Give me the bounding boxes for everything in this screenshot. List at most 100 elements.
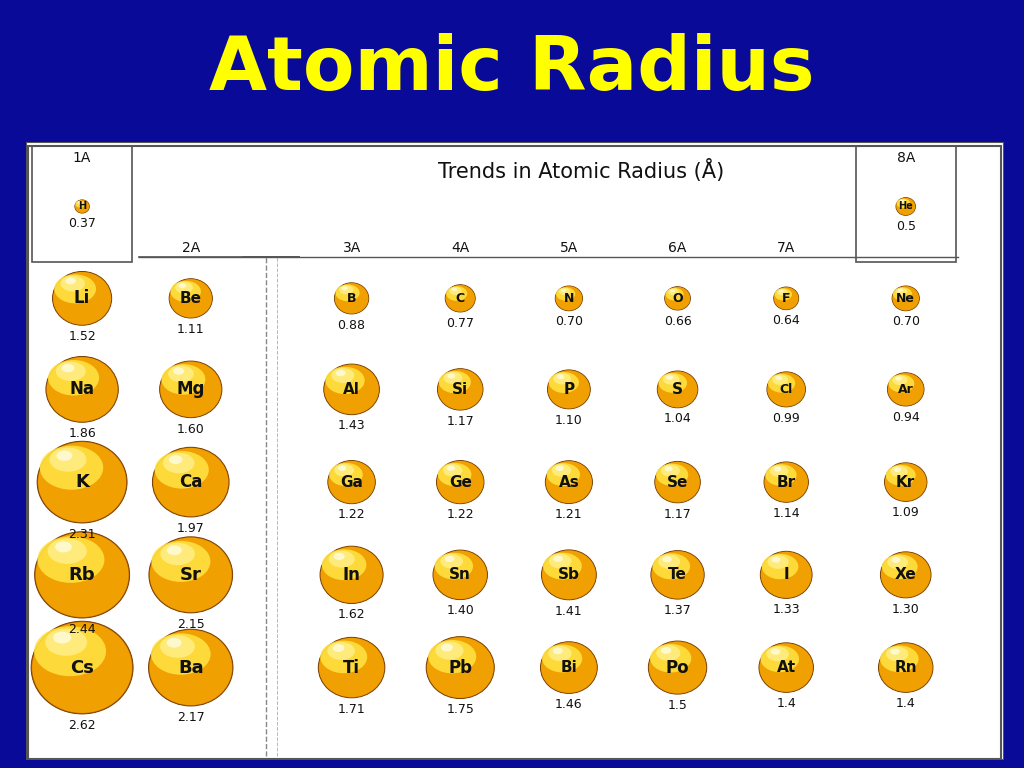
Ellipse shape [650,644,691,673]
Text: Po: Po [666,659,689,677]
Text: 1.71: 1.71 [338,703,366,716]
Text: 1.22: 1.22 [338,508,366,521]
Ellipse shape [428,640,476,674]
Ellipse shape [66,277,76,284]
Ellipse shape [335,464,354,477]
Text: Ba: Ba [178,659,204,677]
Ellipse shape [658,373,687,392]
Text: Al: Al [343,382,360,397]
Ellipse shape [881,552,931,598]
Ellipse shape [765,462,808,502]
Ellipse shape [890,648,900,654]
Text: 0.94: 0.94 [892,411,920,424]
Ellipse shape [38,442,126,522]
Text: 1.52: 1.52 [69,330,96,343]
Ellipse shape [774,288,793,300]
Ellipse shape [773,466,781,472]
Ellipse shape [150,630,232,705]
Text: 3A: 3A [342,241,360,255]
Ellipse shape [656,464,688,486]
Ellipse shape [336,284,359,301]
Ellipse shape [666,288,684,300]
Text: Sb: Sb [558,568,580,582]
Ellipse shape [662,465,680,477]
Ellipse shape [767,372,805,406]
Text: 0.88: 0.88 [338,319,366,332]
Ellipse shape [759,643,813,692]
Text: 1.86: 1.86 [69,427,96,440]
Ellipse shape [893,287,912,300]
Ellipse shape [886,647,908,661]
Text: 1.33: 1.33 [772,603,800,616]
Text: 0.99: 0.99 [772,412,800,425]
Ellipse shape [888,372,924,406]
Ellipse shape [761,645,799,672]
Text: Se: Se [667,475,688,490]
Ellipse shape [443,464,463,477]
Text: 1.04: 1.04 [664,412,691,425]
Ellipse shape [665,286,690,310]
Ellipse shape [561,289,566,292]
Ellipse shape [885,463,927,501]
Text: 1A: 1A [73,151,91,164]
Ellipse shape [52,271,112,325]
Ellipse shape [163,453,195,473]
Ellipse shape [896,197,915,215]
Text: 2.17: 2.17 [177,711,205,724]
Ellipse shape [900,200,903,202]
Ellipse shape [556,286,583,310]
Bar [856,145,955,263]
Text: Kr: Kr [896,475,915,490]
Text: 1.11: 1.11 [177,323,205,336]
Ellipse shape [60,276,85,292]
Text: 4A: 4A [452,241,469,255]
Ellipse shape [761,551,812,598]
Ellipse shape [34,626,106,676]
Text: 1.17: 1.17 [664,508,691,521]
Ellipse shape [56,362,86,381]
Ellipse shape [325,365,379,414]
Ellipse shape [328,461,376,504]
Ellipse shape [318,637,385,698]
Text: S: S [672,382,683,397]
Ellipse shape [332,368,354,383]
Ellipse shape [445,285,475,312]
Ellipse shape [541,642,597,694]
Ellipse shape [654,462,700,503]
Ellipse shape [774,287,799,310]
Ellipse shape [178,283,186,288]
Text: 1.46: 1.46 [555,698,583,711]
Ellipse shape [879,643,933,692]
Ellipse shape [890,466,908,477]
Text: 0.37: 0.37 [69,217,96,230]
Ellipse shape [45,628,87,656]
Ellipse shape [330,463,362,486]
Ellipse shape [150,538,231,612]
Text: 1.43: 1.43 [338,419,366,432]
Ellipse shape [553,555,563,562]
Ellipse shape [173,367,184,375]
Ellipse shape [549,554,571,568]
Text: 1.75: 1.75 [446,703,474,717]
Bar [32,145,132,263]
Ellipse shape [885,463,927,502]
Ellipse shape [77,201,83,205]
Ellipse shape [338,465,346,471]
Text: In: In [343,566,360,584]
Ellipse shape [542,551,596,599]
Ellipse shape [167,545,181,555]
Ellipse shape [154,448,228,516]
Text: Sr: Sr [180,566,202,584]
Text: 1.14: 1.14 [772,507,800,520]
Text: 0.64: 0.64 [772,314,800,327]
Text: 2A: 2A [181,241,200,255]
Text: 1.4: 1.4 [896,697,915,710]
Text: 2.31: 2.31 [69,528,96,541]
Text: 1.4: 1.4 [776,697,796,710]
Ellipse shape [160,635,195,658]
Ellipse shape [426,637,495,699]
Ellipse shape [652,553,690,579]
Ellipse shape [762,554,799,579]
Ellipse shape [37,442,127,523]
Text: Trends in Atomic Radius (Å): Trends in Atomic Radius (Å) [437,159,724,182]
